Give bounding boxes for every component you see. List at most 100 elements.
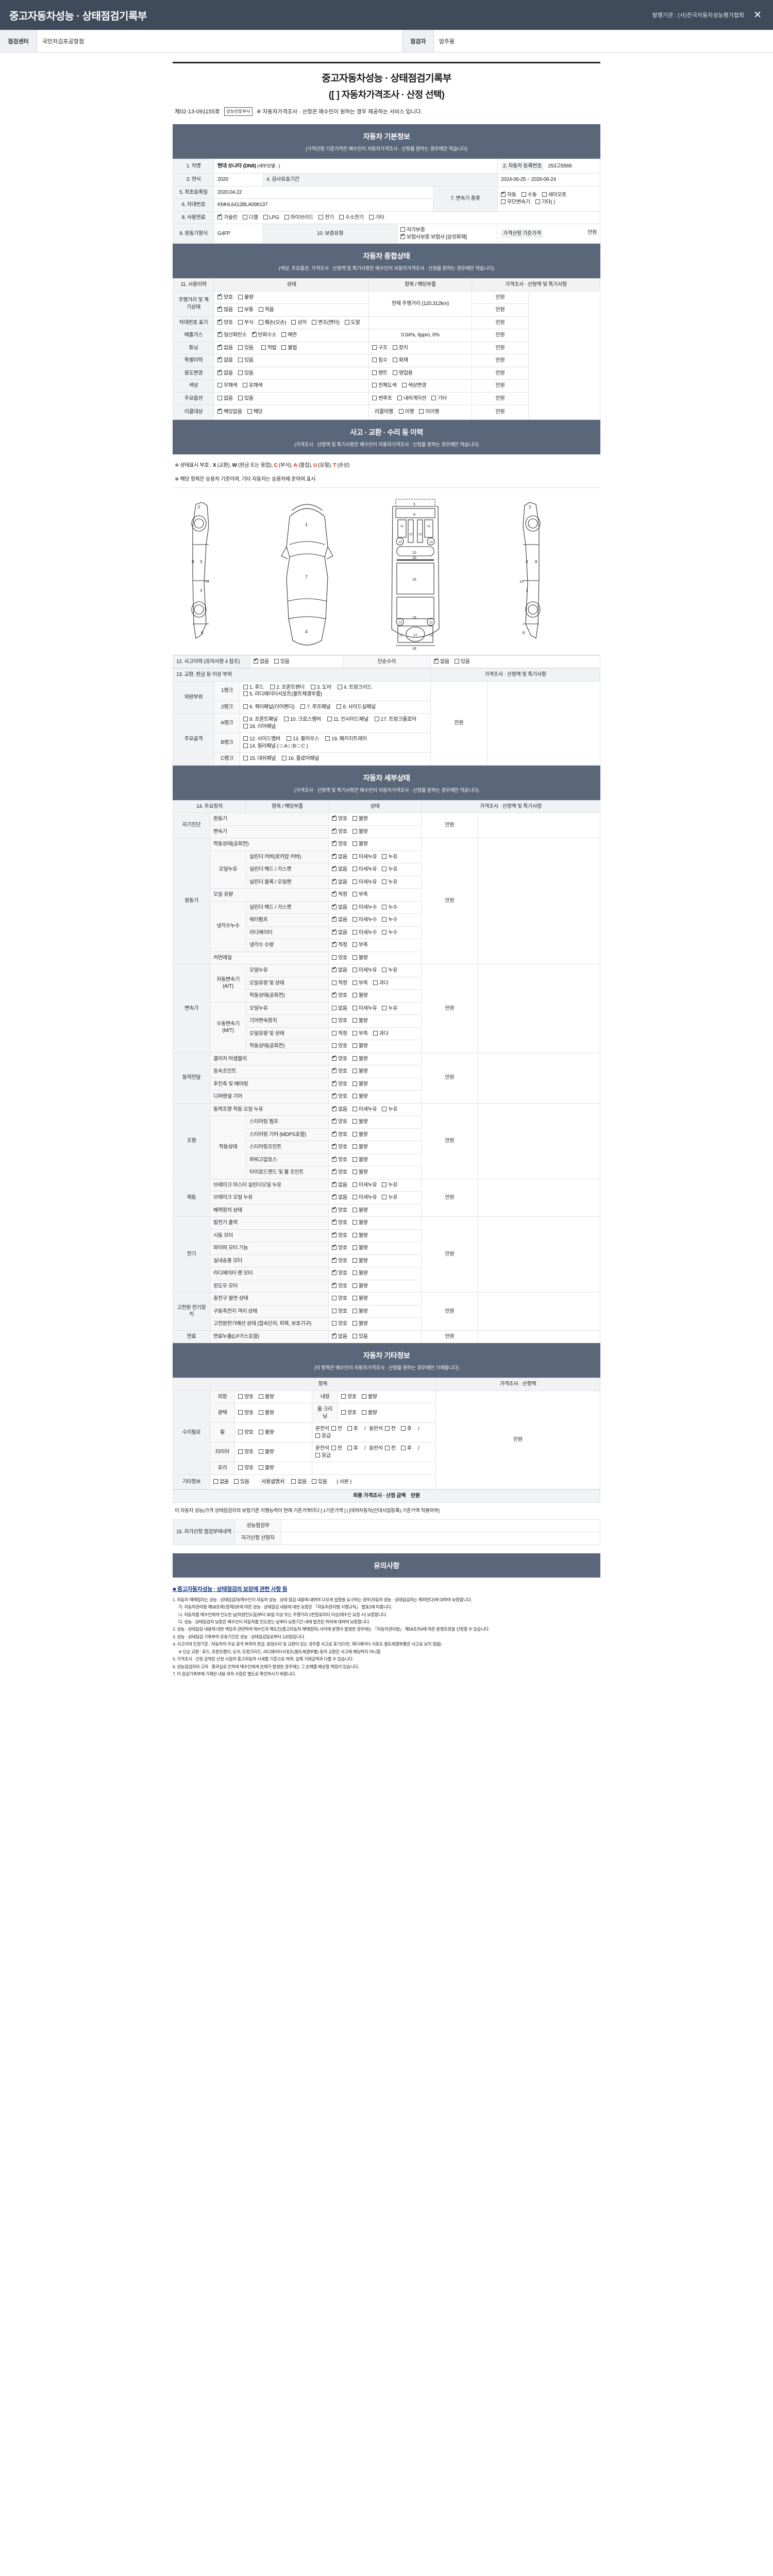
device-state[interactable]: 양호 불량	[328, 1229, 422, 1242]
device-note[interactable]	[478, 1216, 600, 1293]
checkbox-icon[interactable]	[337, 684, 342, 689]
checkbox-icon[interactable]	[347, 1426, 352, 1431]
device-option[interactable]: 미세누유	[352, 1106, 377, 1113]
checkbox-icon[interactable]	[332, 815, 337, 821]
checkbox-icon[interactable]	[217, 356, 222, 362]
device-option[interactable]: 불량	[352, 1118, 368, 1126]
checkbox-icon[interactable]	[331, 1426, 336, 1431]
checkbox-icon[interactable]	[332, 903, 337, 909]
checkbox-icon[interactable]	[352, 1270, 357, 1275]
device-option[interactable]: 불량	[352, 1169, 368, 1176]
overall-row-state[interactable]: 해당없음 해당	[214, 404, 369, 420]
device-option[interactable]: 부족	[352, 891, 368, 899]
device-option[interactable]: 누수	[382, 929, 398, 937]
device-option[interactable]: 불량	[352, 1081, 368, 1088]
position-option[interactable]: 전	[331, 1445, 342, 1452]
device-option[interactable]: 없음	[332, 903, 347, 911]
device-state[interactable]: 양호 불량	[328, 1317, 422, 1331]
checkbox-icon[interactable]	[332, 1257, 337, 1263]
device-option[interactable]: 과다	[373, 980, 389, 987]
checkbox-icon[interactable]	[352, 1195, 357, 1199]
self-assess-val2[interactable]	[281, 1532, 600, 1545]
other-option[interactable]: 불량	[258, 1429, 274, 1436]
checkbox-icon[interactable]	[291, 319, 296, 325]
transmission-option[interactable]: 기타( )	[535, 199, 555, 206]
position-option[interactable]: 응급	[315, 1452, 331, 1460]
device-state[interactable]: 양호 불량	[328, 1204, 422, 1217]
device-option[interactable]: 불량	[352, 992, 368, 999]
device-option[interactable]: 양호	[332, 1206, 347, 1214]
other-position-options[interactable]: 운전석 전 후 / 동반석 전 후 / 응급	[312, 1442, 436, 1462]
checkbox-icon[interactable]	[332, 827, 337, 834]
overall-option[interactable]: 해당	[247, 409, 263, 416]
other-right-options[interactable]: 양호 불량	[338, 1390, 436, 1403]
device-option[interactable]: 양호	[332, 840, 347, 848]
checkbox-icon[interactable]	[352, 1232, 357, 1238]
checkbox-icon[interactable]	[332, 1130, 337, 1137]
other-right-options[interactable]: 양호 불량	[338, 1403, 436, 1423]
part-option[interactable]: 2. 프론트펜더	[270, 684, 305, 691]
device-state[interactable]: 양호 불량	[328, 1115, 422, 1129]
device-note[interactable]	[478, 812, 600, 838]
checkbox-icon[interactable]	[352, 1170, 357, 1174]
overall-option[interactable]: 훼손(오손)	[258, 319, 287, 327]
device-option[interactable]: 양호	[332, 1269, 347, 1277]
checkbox-icon[interactable]	[372, 383, 377, 387]
checkbox-icon[interactable]	[332, 1043, 337, 1048]
checkbox-icon[interactable]	[352, 968, 357, 972]
other-option[interactable]: 양호	[341, 1394, 357, 1401]
device-state[interactable]: 양호 불량	[328, 1216, 422, 1230]
position-option[interactable]: 응급	[315, 1433, 331, 1440]
checkbox-icon[interactable]	[270, 684, 275, 689]
overall-option[interactable]: 없음	[217, 356, 233, 364]
device-option[interactable]: 불량	[352, 1295, 368, 1302]
extra-option[interactable]: 있음	[311, 1479, 327, 1486]
checkbox-icon[interactable]	[332, 1282, 337, 1288]
checkbox-icon[interactable]	[352, 993, 357, 997]
device-option[interactable]: 누유	[382, 967, 398, 974]
device-option[interactable]: 미세누수	[352, 904, 377, 911]
checkbox-icon[interactable]	[431, 395, 436, 400]
checkbox-icon[interactable]	[361, 1394, 366, 1399]
device-option[interactable]: 불량	[352, 1157, 368, 1164]
checkbox-icon[interactable]	[332, 1005, 337, 1010]
checkbox-icon[interactable]	[344, 319, 349, 325]
overall-option[interactable]: 많음	[217, 306, 233, 314]
device-option[interactable]: 없음	[332, 966, 347, 974]
checkbox-icon[interactable]	[382, 879, 387, 884]
checkbox-icon[interactable]	[352, 1207, 357, 1212]
device-option[interactable]: 양호	[332, 991, 347, 999]
checkbox-icon[interactable]	[238, 1410, 243, 1415]
device-option[interactable]: 누유	[382, 1194, 398, 1201]
checkbox-icon[interactable]	[398, 409, 404, 414]
checkbox-icon[interactable]	[352, 1081, 357, 1086]
checkbox-icon[interactable]	[242, 383, 247, 387]
overall-option[interactable]: 없음	[217, 344, 233, 352]
overall-option[interactable]: 해당없음	[217, 408, 242, 416]
checkbox-icon[interactable]	[282, 756, 287, 760]
part-option[interactable]: 13. 휠하우스	[286, 736, 319, 743]
checkbox-icon[interactable]	[284, 214, 289, 219]
device-option[interactable]: 불량	[352, 1068, 368, 1075]
checkbox-icon[interactable]	[310, 684, 315, 689]
checkbox-icon[interactable]	[238, 370, 243, 375]
device-option[interactable]: 양호	[332, 1117, 347, 1126]
device-option[interactable]: 누유	[382, 854, 398, 861]
device-state[interactable]: 양호 불량	[328, 1153, 422, 1166]
device-option[interactable]: 양호	[332, 1130, 347, 1139]
checkbox-icon[interactable]	[281, 332, 287, 337]
device-option[interactable]: 불량	[352, 1093, 368, 1100]
device-option[interactable]: 누유	[382, 1182, 398, 1189]
checkbox-icon[interactable]	[352, 1119, 357, 1124]
checkbox-icon[interactable]	[373, 980, 378, 985]
checkbox-icon[interactable]	[352, 1005, 357, 1010]
device-state[interactable]: 없음 미세누수 누수	[328, 901, 422, 914]
checkbox-icon[interactable]	[332, 1244, 337, 1250]
overall-option[interactable]: 탄화수소	[251, 331, 276, 339]
device-option[interactable]: 누수	[382, 904, 398, 911]
fuel-option[interactable]: 하이브리드	[284, 214, 313, 222]
checkbox-icon[interactable]	[315, 1452, 320, 1458]
checkbox-icon[interactable]	[213, 1479, 218, 1484]
checkbox-icon[interactable]	[258, 307, 263, 312]
checkbox-icon[interactable]	[258, 1429, 263, 1434]
